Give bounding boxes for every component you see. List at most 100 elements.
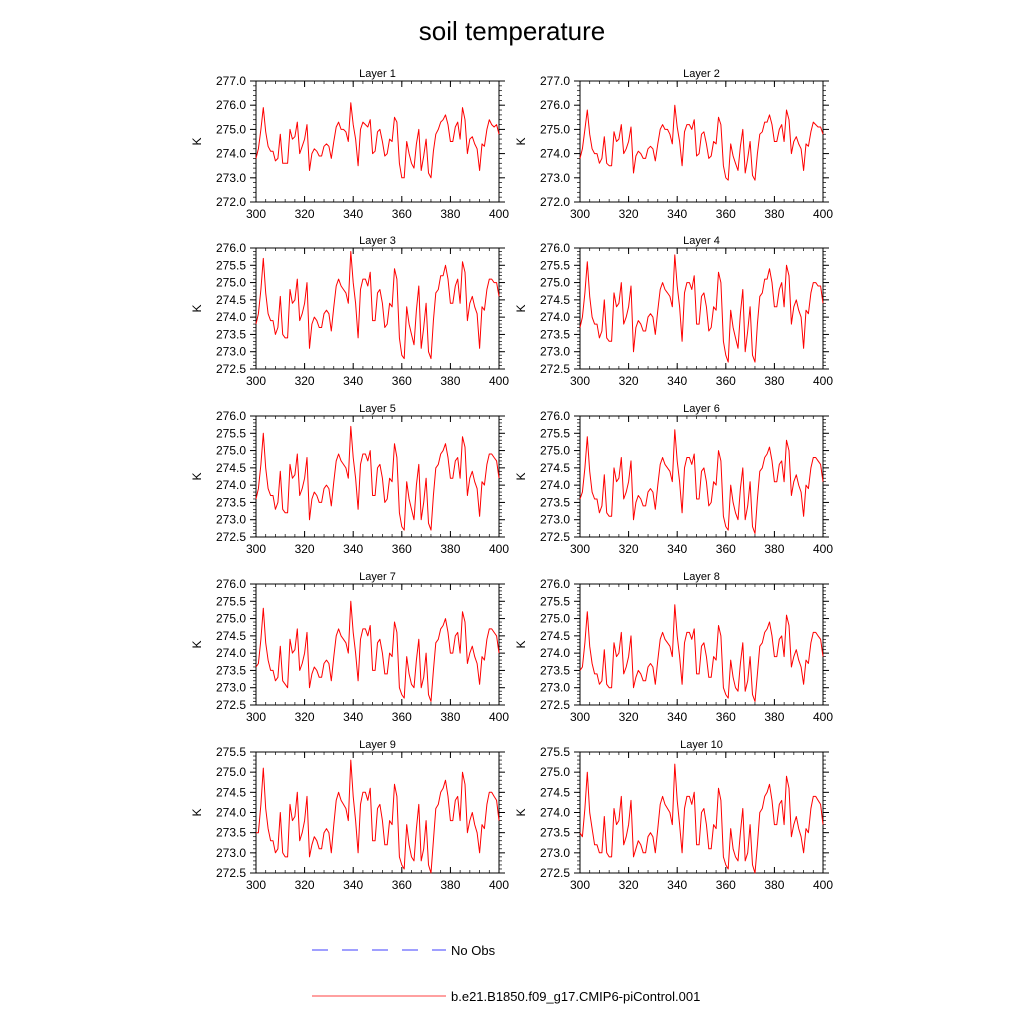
- series-line-model: [579, 254, 824, 363]
- y-tick-label: 275.0: [540, 444, 570, 458]
- y-tick-label: 273.0: [216, 681, 246, 695]
- y-tick-label: 275.5: [540, 426, 570, 440]
- x-tick-label: 380: [440, 374, 460, 388]
- y-axis-label: K: [190, 137, 204, 145]
- y-tick-label: 275.0: [540, 276, 570, 290]
- y-tick-label: 275.0: [540, 122, 570, 136]
- chart-panel: Layer 5 K 300 320 340 360 380 400 272.5 273.0 273.…: [190, 403, 509, 556]
- y-tick-label: 274.0: [216, 310, 246, 324]
- y-tick-label: 277.0: [540, 74, 570, 88]
- y-tick-label: 274.0: [540, 147, 570, 161]
- x-tick-label: 400: [489, 207, 509, 221]
- y-tick-label: 276.0: [216, 98, 246, 112]
- y-tick-label: 275.5: [216, 745, 246, 759]
- y-tick-label: 272.5: [540, 530, 570, 544]
- y-tick-label: 273.0: [216, 345, 246, 359]
- x-tick-label: 320: [619, 710, 639, 724]
- y-tick-label: 274.5: [216, 293, 246, 307]
- x-tick-label: 300: [246, 374, 266, 388]
- x-tick-label: 380: [440, 878, 460, 892]
- y-axis-label: K: [514, 640, 528, 648]
- chart-panel: Layer 4 K 300 320 340 360 380 400 272.5 273.0 273.…: [514, 235, 833, 388]
- y-tick-label: 273.5: [216, 826, 246, 840]
- y-tick-label: 274.0: [216, 147, 246, 161]
- x-tick-label: 320: [295, 542, 315, 556]
- chart-panel: Layer 7 K 300 320 340 360 380 400 272.5 273.0 273.…: [190, 571, 509, 724]
- panel-title: Layer 10: [680, 739, 723, 751]
- y-axis-label: K: [514, 137, 528, 145]
- y-axis-label: K: [190, 640, 204, 648]
- y-tick-label: 276.0: [540, 577, 570, 591]
- y-tick-label: 273.0: [540, 846, 570, 860]
- x-tick-label: 320: [295, 207, 315, 221]
- panel-title: Layer 3: [359, 235, 396, 247]
- plot-frame: [579, 415, 824, 538]
- panel-title: Layer 2: [683, 68, 720, 80]
- y-tick-label: 273.5: [540, 826, 570, 840]
- figure-title: soil temperature: [419, 16, 605, 46]
- chart-panel: Layer 8 K 300 320 340 360 380 400 272.5 273.0 273.…: [514, 571, 833, 724]
- x-tick-label: 400: [489, 710, 509, 724]
- series-line-model: [255, 251, 500, 360]
- x-tick-label: 340: [343, 374, 363, 388]
- x-tick-label: 400: [813, 878, 833, 892]
- plot-frame: [579, 247, 824, 370]
- x-tick-label: 340: [343, 878, 363, 892]
- y-tick-label: 275.0: [216, 276, 246, 290]
- x-tick-label: 400: [813, 542, 833, 556]
- x-tick-label: 400: [813, 374, 833, 388]
- y-tick-label: 273.0: [540, 345, 570, 359]
- y-tick-label: 274.5: [540, 629, 570, 643]
- x-tick-label: 380: [764, 542, 784, 556]
- x-tick-label: 360: [716, 878, 736, 892]
- x-tick-label: 360: [392, 710, 412, 724]
- y-tick-label: 273.0: [540, 681, 570, 695]
- y-tick-label: 274.0: [216, 646, 246, 660]
- y-tick-label: 275.5: [216, 258, 246, 272]
- series-line-model: [579, 604, 824, 702]
- y-tick-label: 272.0: [216, 195, 246, 209]
- chart-panel: Layer 10 K 300 320 340 360 380 400 272.5 273.0 273…: [514, 739, 833, 892]
- y-tick-label: 276.0: [216, 241, 246, 255]
- y-tick-label: 276.0: [216, 577, 246, 591]
- y-tick-label: 274.0: [540, 806, 570, 820]
- y-tick-label: 272.5: [540, 362, 570, 376]
- x-tick-label: 380: [440, 710, 460, 724]
- y-tick-label: 274.0: [216, 478, 246, 492]
- y-axis-label: K: [190, 808, 204, 816]
- series-line-model: [579, 429, 824, 534]
- x-tick-label: 300: [246, 207, 266, 221]
- x-tick-label: 380: [764, 374, 784, 388]
- x-tick-label: 300: [246, 542, 266, 556]
- y-tick-label: 276.0: [540, 98, 570, 112]
- y-tick-label: 275.0: [216, 765, 246, 779]
- y-tick-label: 274.0: [216, 806, 246, 820]
- y-tick-label: 277.0: [216, 74, 246, 88]
- x-tick-label: 300: [570, 710, 590, 724]
- x-tick-label: 380: [440, 207, 460, 221]
- x-tick-label: 340: [667, 207, 687, 221]
- y-tick-label: 272.5: [540, 866, 570, 880]
- x-tick-label: 380: [764, 878, 784, 892]
- x-tick-label: 300: [246, 710, 266, 724]
- y-tick-label: 274.5: [540, 461, 570, 475]
- x-tick-label: 380: [440, 542, 460, 556]
- y-tick-label: 274.5: [540, 293, 570, 307]
- panel-title: Layer 8: [683, 571, 720, 583]
- x-tick-label: 400: [489, 374, 509, 388]
- y-tick-label: 273.5: [216, 327, 246, 341]
- x-tick-label: 340: [343, 710, 363, 724]
- y-axis-label: K: [514, 808, 528, 816]
- x-tick-label: 320: [619, 207, 639, 221]
- y-tick-label: 272.5: [216, 362, 246, 376]
- x-tick-label: 360: [392, 878, 412, 892]
- y-tick-label: 272.5: [216, 866, 246, 880]
- x-tick-label: 360: [716, 374, 736, 388]
- x-tick-label: 340: [343, 542, 363, 556]
- series-line-model: [256, 759, 500, 874]
- y-axis-label: K: [514, 472, 528, 480]
- x-tick-label: 400: [489, 878, 509, 892]
- x-tick-label: 340: [343, 207, 363, 221]
- y-tick-label: 273.5: [216, 663, 246, 677]
- series-line-model: [579, 763, 824, 874]
